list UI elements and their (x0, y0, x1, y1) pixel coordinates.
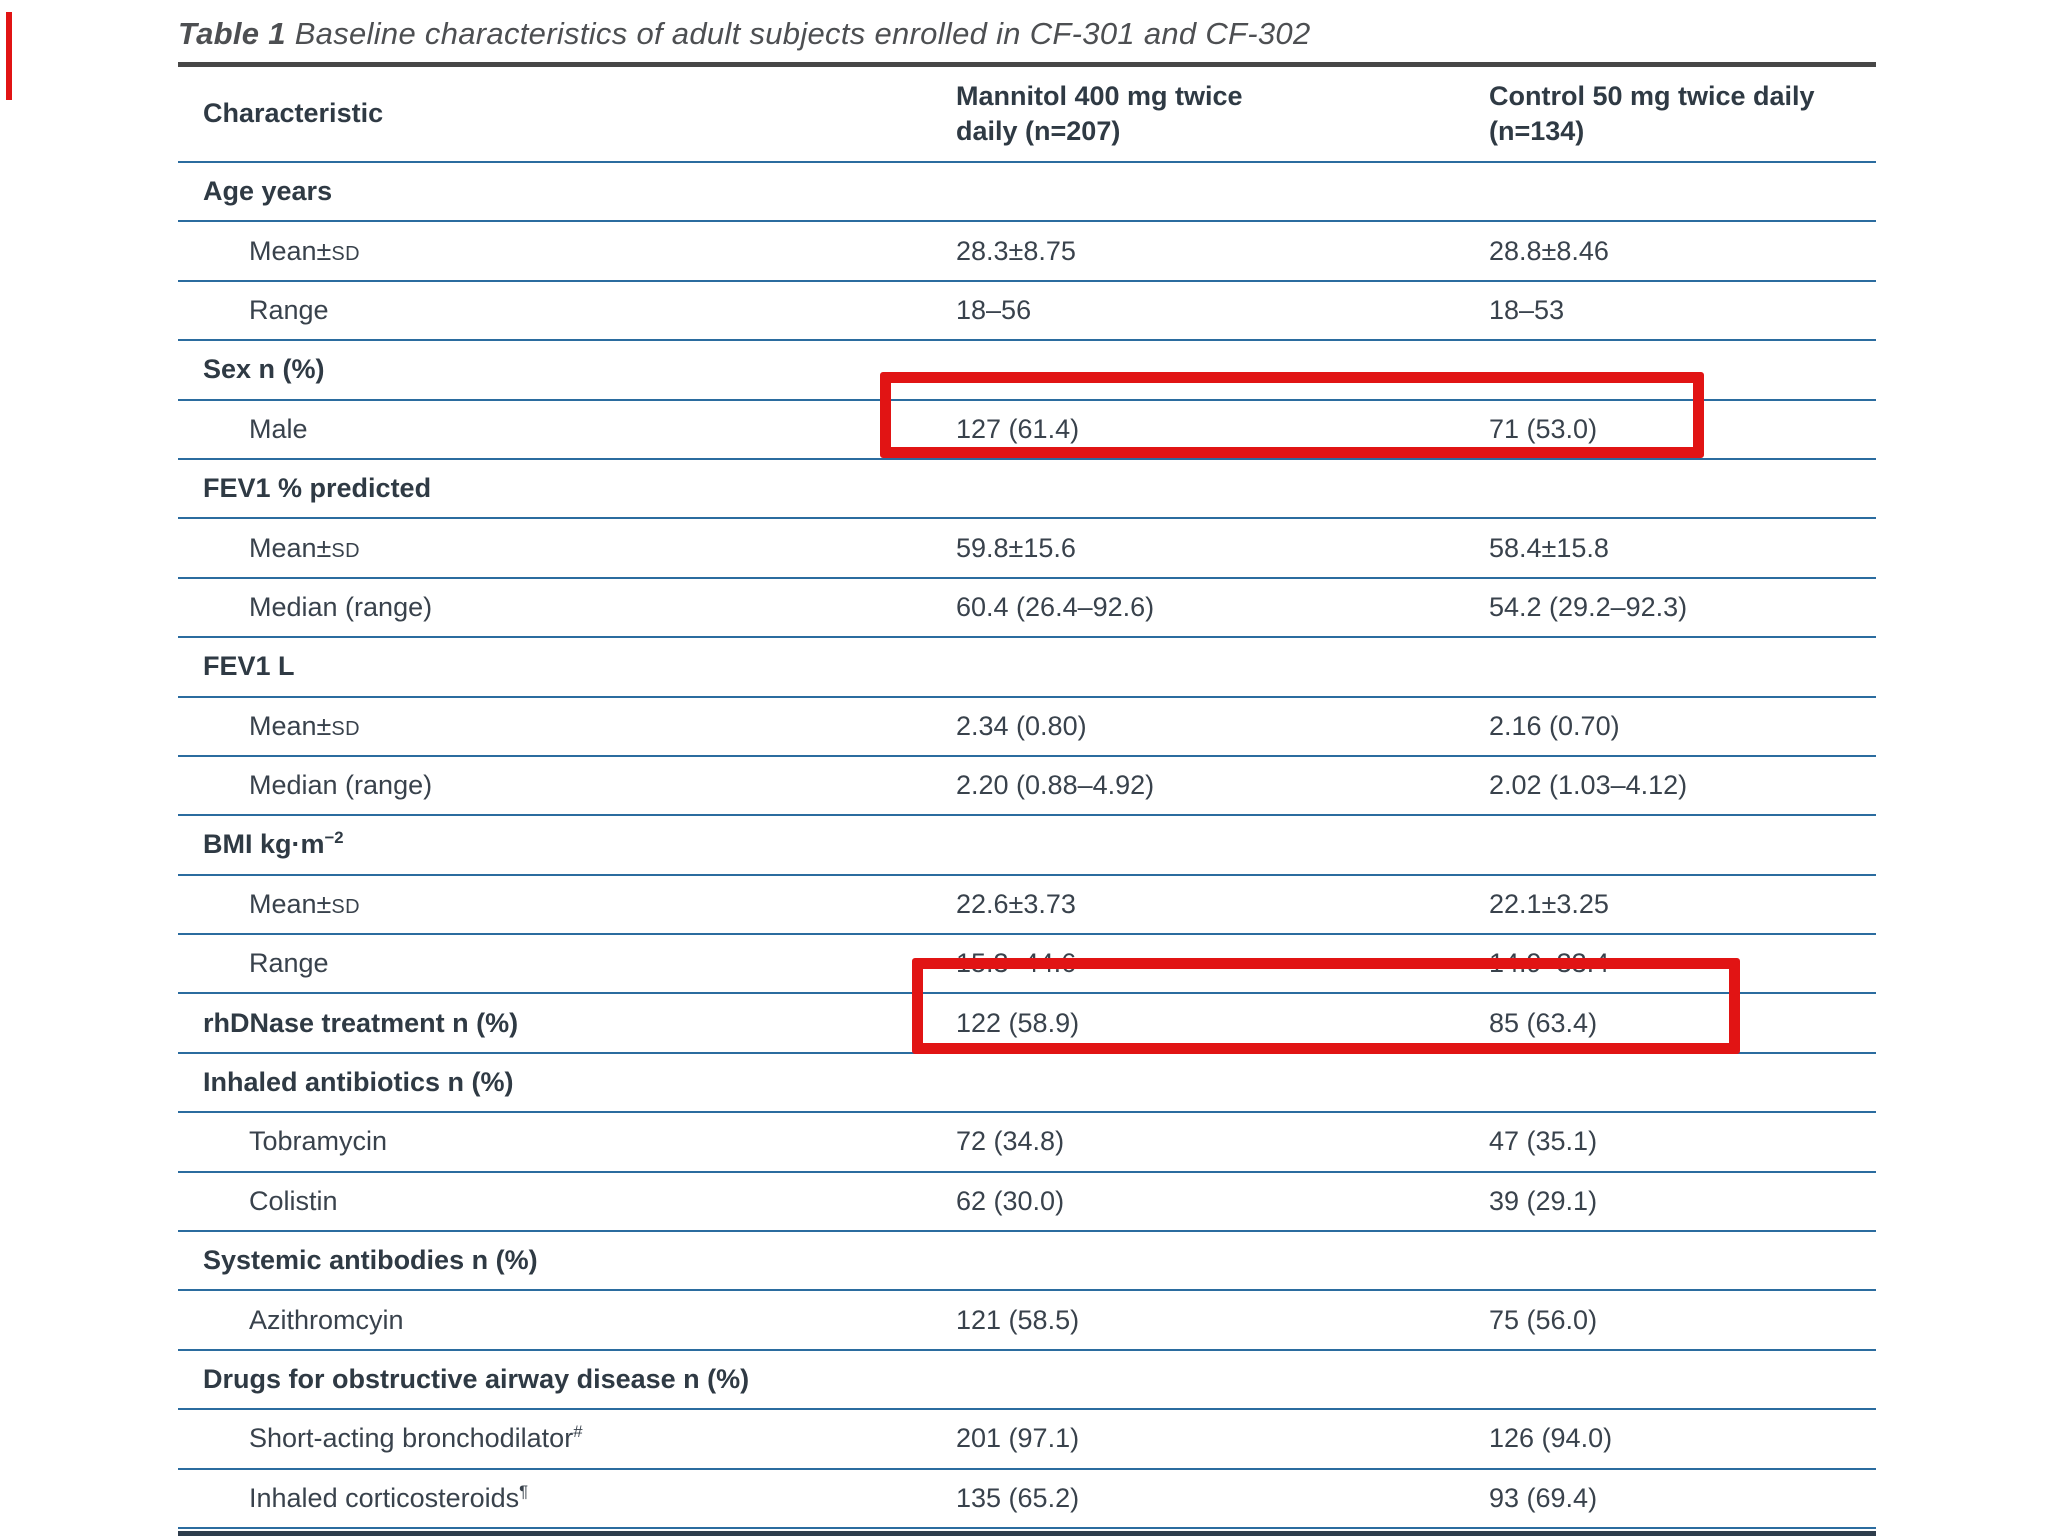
table-row-section: Age years (178, 163, 1876, 223)
row-label: BMI kg·m−2 (203, 828, 344, 860)
table-row-section: Drugs for obstructive airway disease n (… (178, 1351, 1876, 1411)
row-label-smallcaps: SD (331, 895, 361, 918)
row-value: 59.8±15.6 (956, 532, 1076, 563)
highlight-box-rhdnase-row (912, 958, 1740, 1054)
row-value: 54.2 (29.2–92.3) (1489, 591, 1688, 622)
row-value: 122 (58.9) (956, 1007, 1080, 1038)
row-value: 2.34 (0.80) (956, 710, 1087, 741)
table-body: Age years Mean±SD 28.3±8.75 28.8±8.46 Range 1… (178, 163, 1876, 1529)
row-value: 2.20 (0.88–4.92) (956, 770, 1155, 801)
table-row-item: Mean±SD 2.34 (0.80) 2.16 (0.70) (178, 698, 1876, 757)
table-row-item: Colistin 62 (30.0) 39 (29.1) (178, 1173, 1876, 1233)
table-number: Table 1 (178, 16, 286, 51)
row-label: Age years (203, 176, 333, 207)
row-label: Mean±SD (249, 710, 361, 741)
row-label: rhDNase treatment n (%) (203, 1007, 519, 1038)
row-value: 75 (56.0) (1489, 1304, 1598, 1335)
row-label: FEV1 L (203, 651, 295, 682)
table-row-item: Short-acting bronchodilator# 201 (97.1) 12… (178, 1410, 1876, 1470)
row-value: 18–53 (1489, 294, 1565, 325)
table-row-item: Mean±SD 28.3±8.75 28.8±8.46 (178, 222, 1876, 282)
row-value: 28.3±8.75 (956, 235, 1076, 266)
row-label: Mean±SD (249, 888, 361, 919)
row-value: 72 (34.8) (956, 1126, 1065, 1157)
table-row-section: rhDNase treatment n (%) 122 (58.9) 85 (63.… (178, 994, 1876, 1054)
row-value: 62 (30.0) (956, 1185, 1065, 1216)
row-label: Colistin (249, 1185, 338, 1216)
column-header-characteristic: Characteristic (203, 98, 384, 129)
row-value: 47 (35.1) (1489, 1126, 1598, 1157)
row-value: 71 (53.0) (1489, 413, 1598, 444)
row-label: Inhaled antibiotics n (%) (203, 1067, 514, 1098)
table-row-item: Median (range) 2.20 (0.88–4.92) 2.02 (1.03… (178, 757, 1876, 817)
row-label: Drugs for obstructive airway disease n (… (203, 1364, 750, 1394)
row-value: 121 (58.5) (956, 1304, 1080, 1335)
table-row-item: Median (range) 60.4 (26.4–92.6) 54.2 (29.2… (178, 579, 1876, 639)
top-rule (178, 62, 1876, 67)
row-value: 126 (94.0) (1489, 1423, 1613, 1454)
row-value: 22.1±3.25 (1489, 888, 1609, 919)
table-row-section: Systemic antibodies n (%) (178, 1232, 1876, 1292)
row-label-superscript: −2 (324, 828, 344, 848)
row-value: 93 (69.4) (1489, 1482, 1598, 1513)
table-row-item: Azithromcyin 121 (58.5) 75 (56.0) (178, 1291, 1876, 1351)
table-row-item: Mean±SD 22.6±3.73 22.1±3.25 (178, 876, 1876, 936)
table-row-section: BMI kg·m−2 (178, 816, 1876, 876)
row-value: 127 (61.4) (956, 413, 1080, 444)
row-label-superscript: # (573, 1422, 583, 1442)
row-value: 18–56 (956, 294, 1032, 325)
table-row-section: FEV1 % predicted (178, 460, 1876, 520)
column-header-mannitol: Mannitol 400 mg twice daily (n=207) (956, 80, 1243, 146)
row-label: Systemic antibodies n (%) (203, 1245, 538, 1276)
row-label: Range (249, 948, 329, 979)
column-header-control: Control 50 mg twice daily (n=134) (1489, 80, 1815, 146)
row-value: 201 (97.1) (956, 1423, 1080, 1454)
row-label-superscript: ¶ (519, 1481, 529, 1501)
red-edge-mark (6, 12, 12, 100)
table-row-section: Sex n (%) (178, 341, 1876, 401)
row-label: Short-acting bronchodilator# (249, 1422, 583, 1454)
table-header-row: Characteristic Mannitol 400 mg twice dai… (178, 67, 1876, 163)
table-row-item: Tobramycin 72 (34.8) 47 (35.1) (178, 1113, 1876, 1173)
row-value: 135 (65.2) (956, 1482, 1080, 1513)
table-row-item: Male 127 (61.4) 71 (53.0) (178, 401, 1876, 460)
row-value: 28.8±8.46 (1489, 235, 1609, 266)
row-label: Range (249, 294, 329, 325)
row-value: 60.4 (26.4–92.6) (956, 591, 1155, 622)
row-value: 22.6±3.73 (956, 888, 1076, 919)
row-value: 85 (63.4) (1489, 1007, 1598, 1038)
table-row-section: Inhaled antibiotics n (%) (178, 1054, 1876, 1114)
row-label-smallcaps: SD (331, 539, 361, 562)
baseline-characteristics-table: Table 1 Baseline characteristics of adul… (178, 14, 1876, 1536)
row-label: Median (range) (249, 591, 433, 622)
row-label: Azithromcyin (249, 1304, 404, 1335)
row-value: 2.02 (1.03–4.12) (1489, 770, 1688, 801)
bottom-rule (178, 1530, 1876, 1536)
table-row-item: Range 18–56 18–53 (178, 282, 1876, 342)
table-row-item: Mean±SD 59.8±15.6 58.4±15.8 (178, 519, 1876, 579)
row-label: FEV1 % predicted (203, 473, 432, 504)
row-label: Tobramycin (249, 1126, 388, 1157)
row-value: 2.16 (0.70) (1489, 710, 1620, 741)
highlight-box-male-row (880, 372, 1704, 458)
row-label: Inhaled corticosteroids¶ (249, 1481, 529, 1513)
row-label: Sex n (%) (203, 354, 325, 385)
row-label: Median (range) (249, 770, 433, 801)
table-title: Table 1 Baseline characteristics of adul… (178, 14, 1876, 62)
table-row-section: FEV1 L (178, 638, 1876, 698)
row-label: Mean±SD (249, 532, 361, 563)
row-label-smallcaps: SD (331, 717, 361, 740)
row-label: Male (249, 413, 308, 444)
table-row-item: Inhaled corticosteroids¶ 135 (65.2) 93 (69… (178, 1470, 1876, 1529)
row-label-smallcaps: SD (331, 242, 361, 265)
row-label: Mean±SD (249, 235, 361, 266)
table-caption: Baseline characteristics of adult subjec… (285, 16, 1311, 51)
row-value: 58.4±15.8 (1489, 532, 1609, 563)
row-value: 39 (29.1) (1489, 1185, 1598, 1216)
